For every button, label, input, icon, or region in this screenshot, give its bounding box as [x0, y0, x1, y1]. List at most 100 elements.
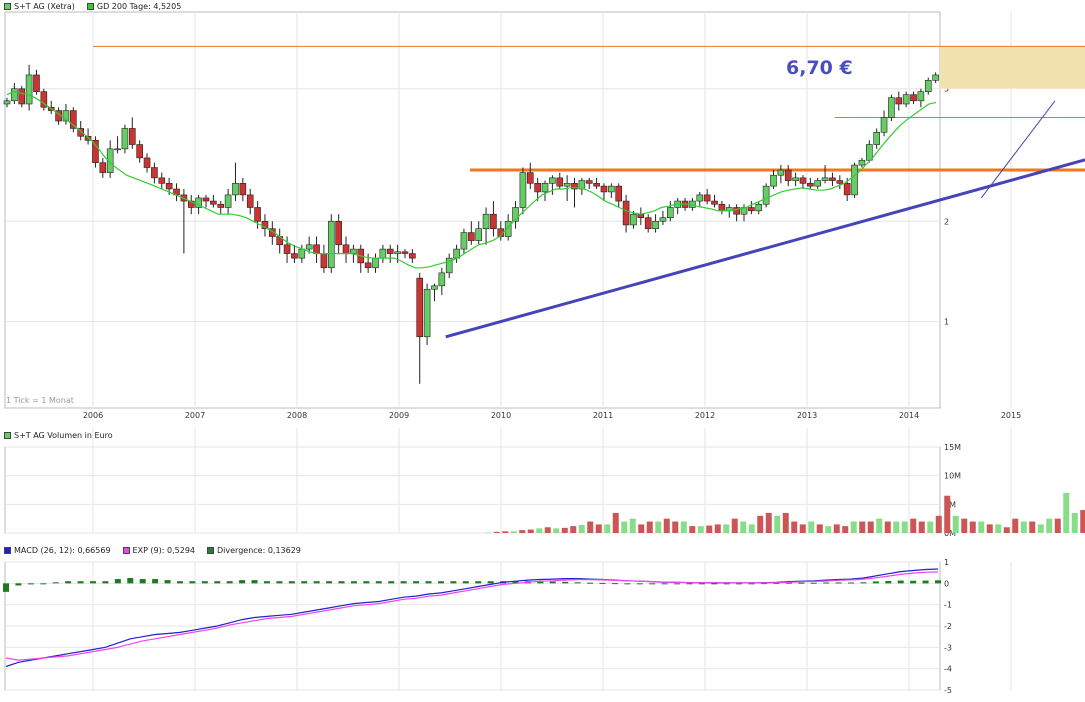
candle-body	[593, 183, 600, 187]
volume-bar	[714, 524, 721, 533]
divergence-bar	[736, 583, 743, 585]
divergence-bar	[860, 582, 867, 584]
volume-bar	[680, 521, 687, 533]
y-tick-label: 1	[944, 558, 949, 567]
divergence-bar	[388, 581, 395, 584]
divergence-bar	[450, 581, 457, 584]
candle-body	[394, 251, 401, 254]
legend-item-divergence[interactable]: Divergence: 0,13629	[207, 546, 301, 555]
candle-body	[541, 183, 549, 193]
y-tick-label: 1	[944, 318, 949, 327]
candle-body	[401, 251, 409, 254]
legend-item-volume[interactable]: S+T AG Volumen in Euro	[4, 431, 113, 440]
candle-body	[718, 203, 726, 212]
candle-body	[431, 285, 438, 290]
volume-bar	[578, 524, 585, 533]
price-legend: S+T AG (Xetra) GD 200 Tage: 4,5205	[4, 0, 181, 12]
candle-body	[379, 248, 387, 259]
y-tick-label: -4	[944, 665, 952, 674]
legend-item-exp[interactable]: EXP (9): 0,5294	[122, 546, 195, 555]
candle-body	[33, 74, 40, 92]
candle-body	[313, 244, 320, 254]
divergence-bar	[910, 580, 917, 584]
divergence-bar	[176, 581, 183, 584]
candle-body	[121, 128, 129, 150]
candle-body	[659, 217, 667, 222]
candle-body	[652, 220, 659, 229]
candle-body	[637, 213, 645, 219]
candle-body	[445, 257, 453, 274]
candle-body	[630, 213, 637, 226]
divergence-bar	[114, 579, 121, 584]
candle-body	[77, 128, 85, 137]
target-zone	[940, 46, 1085, 89]
divergence-bar	[823, 582, 830, 584]
volume-bar	[1029, 521, 1036, 533]
candle-body	[195, 197, 202, 208]
divergence-bar	[636, 583, 643, 585]
divergence-bar	[686, 583, 693, 585]
candle-body	[70, 110, 77, 129]
y-tick-label: -2	[944, 622, 952, 631]
x-tick-label: 2015	[1001, 411, 1021, 420]
candle-body	[386, 248, 394, 254]
candle-body	[99, 162, 107, 173]
legend-swatch	[207, 546, 214, 554]
divergence-bar	[698, 583, 705, 585]
candle-body	[924, 80, 932, 92]
divergence-bar	[239, 580, 246, 584]
divergence-bar	[872, 581, 879, 584]
volume-bar	[1020, 521, 1027, 533]
divergence-bar	[935, 580, 941, 584]
candle-body	[829, 177, 836, 181]
volume-bar	[646, 521, 653, 533]
candle-body	[364, 262, 372, 269]
divergence-bar	[574, 582, 581, 584]
volume-bar	[1046, 518, 1053, 533]
candle-body	[851, 164, 858, 196]
volume-bar	[850, 521, 857, 533]
volume-bar	[604, 524, 611, 533]
divergence-bar	[587, 582, 594, 584]
divergence-bar	[462, 581, 469, 584]
price-panel: 2006 2007 2008 2009 2010 2011 2012 2013 2014 2015…	[3, 11, 1085, 690]
divergence-bar	[65, 581, 72, 584]
candle-body	[475, 228, 482, 241]
candle-body	[327, 220, 335, 269]
candle-body	[799, 177, 807, 184]
divergence-bar	[674, 583, 681, 585]
candle-body	[246, 194, 254, 208]
divergence-bar	[189, 581, 196, 584]
divergence-bar	[313, 581, 320, 584]
legend-item-gd200[interactable]: GD 200 Tage: 4,5205	[86, 2, 181, 11]
divergence-bar	[487, 581, 494, 584]
candle-body	[423, 288, 431, 338]
legend-item-price[interactable]: S+T AG (Xetra)	[4, 2, 75, 11]
divergence-bar	[326, 581, 333, 584]
candle-body	[254, 207, 261, 222]
volume-bar	[595, 524, 602, 533]
legend-swatch	[4, 431, 11, 439]
volume-bar	[706, 525, 713, 533]
volume-bar	[612, 512, 619, 533]
volume-bar	[986, 524, 993, 533]
divergence-bar	[214, 581, 221, 584]
volume-bar	[561, 527, 568, 533]
volume-bar	[748, 524, 755, 533]
volume-bar	[1054, 518, 1061, 533]
volume-bar	[859, 521, 866, 533]
candle-body	[239, 183, 247, 196]
divergence-bar	[127, 578, 134, 584]
divergence-bar	[661, 583, 668, 585]
legend-item-macd[interactable]: MACD (26, 12): 0,66569	[4, 546, 111, 555]
candle-body	[807, 183, 814, 187]
volume-bar	[927, 521, 934, 533]
candle-body	[335, 220, 342, 246]
y-tick-label: 0	[944, 579, 949, 588]
volume-bar	[893, 521, 900, 533]
candle-body	[667, 207, 674, 219]
divergence-bar	[748, 583, 755, 585]
divergence-bar	[164, 580, 171, 584]
candle-body	[460, 232, 468, 250]
legend-label: S+T AG Volumen in Euro	[14, 430, 113, 440]
